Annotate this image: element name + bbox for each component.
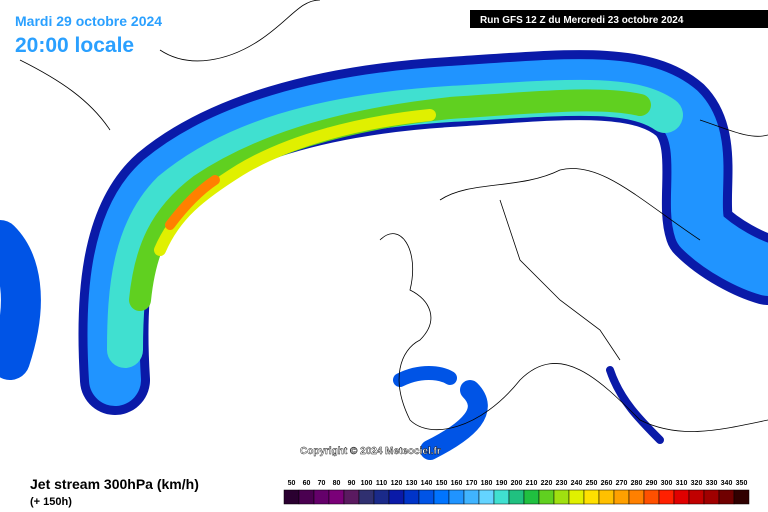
scale-label: 250 bbox=[586, 480, 598, 487]
scale-swatch bbox=[658, 489, 675, 505]
scale-label: 80 bbox=[333, 480, 341, 487]
scale-swatch bbox=[343, 489, 360, 505]
time: 20:00 locale bbox=[15, 34, 134, 57]
scale-label: 70 bbox=[318, 480, 326, 487]
scale-swatch bbox=[403, 489, 420, 505]
scale-swatch bbox=[298, 489, 315, 505]
scale-swatch bbox=[448, 489, 465, 505]
color-scale: 50 60 70 80 90 100 110 120 130 140 150 160 170 180 190… bbox=[283, 480, 750, 505]
scale-label: 130 bbox=[406, 480, 418, 487]
scale-label: 230 bbox=[556, 480, 568, 487]
scale-label: 290 bbox=[646, 480, 658, 487]
scale-label: 120 bbox=[391, 480, 403, 487]
scale-label: 160 bbox=[451, 480, 463, 487]
scale-label: 320 bbox=[691, 480, 703, 487]
scale-label: 300 bbox=[661, 480, 673, 487]
scale-swatch bbox=[313, 489, 330, 505]
jet-stream bbox=[0, 50, 768, 460]
scale-swatch bbox=[643, 489, 660, 505]
scale-label: 190 bbox=[496, 480, 508, 487]
scale-label: 340 bbox=[721, 480, 733, 487]
scale-label: 240 bbox=[571, 480, 583, 487]
scale-label: 280 bbox=[631, 480, 643, 487]
scale-swatch bbox=[508, 489, 525, 505]
scale-swatch bbox=[358, 489, 375, 505]
date: Mardi 29 octobre 2024 bbox=[15, 13, 162, 29]
scale-swatch bbox=[493, 489, 510, 505]
scale-swatch bbox=[523, 489, 540, 505]
scale-label: 210 bbox=[526, 480, 538, 487]
scale-swatch bbox=[478, 489, 495, 505]
scale-swatch bbox=[328, 489, 345, 505]
scale-swatch bbox=[598, 489, 615, 505]
scale-swatch bbox=[613, 489, 630, 505]
scale-label: 220 bbox=[541, 480, 553, 487]
scale-label: 200 bbox=[511, 480, 523, 487]
scale-label: 260 bbox=[601, 480, 613, 487]
scale-label: 90 bbox=[348, 480, 356, 487]
scale-label: 50 bbox=[288, 480, 296, 487]
legend-title: Jet stream 300hPa (km/h) bbox=[30, 476, 199, 492]
scale-swatch bbox=[373, 489, 390, 505]
scale-swatch bbox=[463, 489, 480, 505]
scale-swatch bbox=[583, 489, 600, 505]
run: Run GFS 12 Z du Mercredi 23 octobre 2024 bbox=[480, 15, 684, 26]
scale-swatch bbox=[628, 489, 645, 505]
legend-lead: (+ 150h) bbox=[30, 496, 72, 508]
scale-swatch bbox=[733, 489, 750, 505]
scale-swatch bbox=[283, 489, 300, 505]
scale-swatch bbox=[553, 489, 570, 505]
scale-swatch bbox=[688, 489, 705, 505]
scale-swatch bbox=[703, 489, 720, 505]
scale-swatch bbox=[538, 489, 555, 505]
scale-label: 170 bbox=[466, 480, 478, 487]
scale-label: 180 bbox=[481, 480, 493, 487]
scale-swatch bbox=[388, 489, 405, 505]
copyright: Copyright © 2024 Meteociel.fr bbox=[300, 446, 441, 457]
scale-label: 270 bbox=[616, 480, 628, 487]
scale-swatch bbox=[673, 489, 690, 505]
scale-label: 60 bbox=[303, 480, 311, 487]
scale-swatch bbox=[718, 489, 735, 505]
scale-label: 100 bbox=[361, 480, 373, 487]
scale-swatch bbox=[418, 489, 435, 505]
scale-label: 350 bbox=[736, 480, 748, 487]
scale-label: 110 bbox=[376, 480, 387, 487]
scale-label: 310 bbox=[676, 480, 688, 487]
run-box bbox=[470, 10, 768, 28]
scale-label: 150 bbox=[436, 480, 448, 487]
coastlines bbox=[19, 0, 768, 432]
scale-swatch bbox=[433, 489, 450, 505]
scale-label: 140 bbox=[421, 480, 433, 487]
scale-swatch bbox=[568, 489, 585, 505]
scale-label: 330 bbox=[706, 480, 718, 487]
